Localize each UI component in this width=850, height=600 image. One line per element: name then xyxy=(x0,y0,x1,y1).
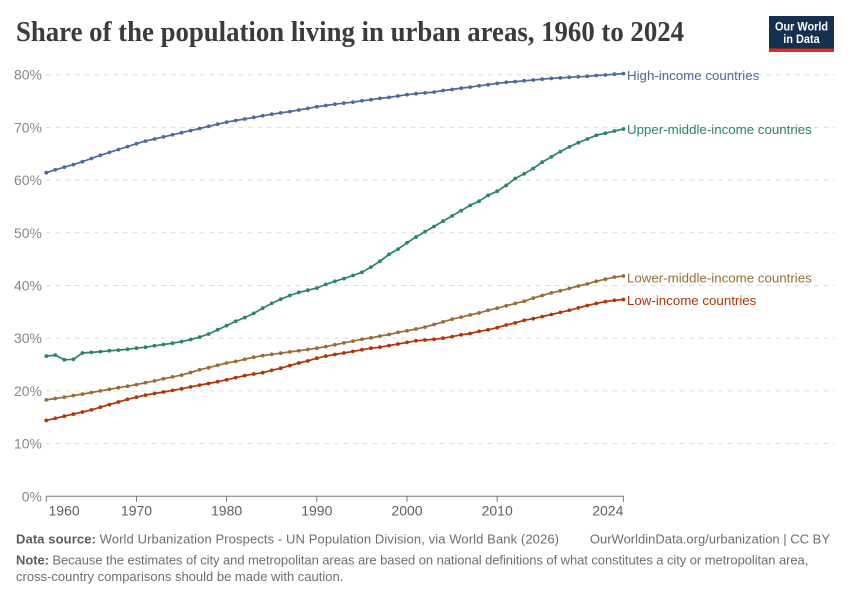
svg-text:1970: 1970 xyxy=(121,503,152,519)
svg-text:High-income countries: High-income countries xyxy=(627,68,760,83)
svg-text:in Data: in Data xyxy=(783,32,820,46)
svg-text:10%: 10% xyxy=(14,436,42,452)
svg-text:70%: 70% xyxy=(14,119,42,135)
svg-text:50%: 50% xyxy=(14,225,42,241)
svg-text:2010: 2010 xyxy=(482,503,513,519)
svg-text:OurWorldinData.org/urbanizatio: OurWorldinData.org/urbanization | CC BY xyxy=(590,532,830,547)
svg-text:40%: 40% xyxy=(14,278,42,294)
svg-text:2000: 2000 xyxy=(391,503,422,519)
svg-text:30%: 30% xyxy=(14,330,42,346)
svg-text:Note: Because the estimates of: Note: Because the estimates of city and … xyxy=(16,552,808,567)
svg-text:2024: 2024 xyxy=(592,503,623,519)
svg-text:80%: 80% xyxy=(14,67,42,83)
svg-text:0%: 0% xyxy=(22,488,42,504)
svg-text:Low-income countries: Low-income countries xyxy=(627,293,757,308)
svg-text:1990: 1990 xyxy=(301,503,332,519)
svg-text:60%: 60% xyxy=(14,172,42,188)
svg-text:1980: 1980 xyxy=(211,503,242,519)
svg-text:20%: 20% xyxy=(14,383,42,399)
svg-text:Data source: World Urbanizatio: Data source: World Urbanization Prospect… xyxy=(16,532,559,547)
svg-text:cross-country comparisons shou: cross-country comparisons should be made… xyxy=(16,569,343,584)
svg-text:Our World: Our World xyxy=(775,20,828,34)
svg-text:Share of the population living: Share of the population living in urban … xyxy=(16,16,684,48)
svg-text:Lower-middle-income countries: Lower-middle-income countries xyxy=(627,270,812,285)
svg-text:Upper-middle-income countries: Upper-middle-income countries xyxy=(627,122,812,137)
svg-text:1960: 1960 xyxy=(49,503,80,519)
